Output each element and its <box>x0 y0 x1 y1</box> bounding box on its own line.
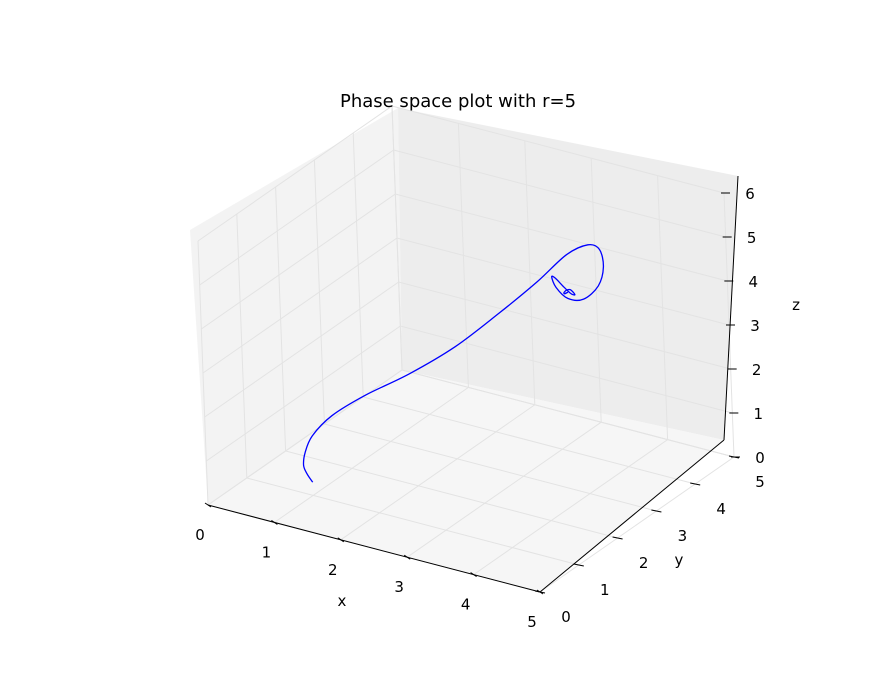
y-tick <box>573 563 584 567</box>
y-axis-label: y <box>675 551 684 569</box>
z-gridline <box>202 237 730 374</box>
back-pane <box>398 108 738 440</box>
y-tick <box>612 536 623 540</box>
z-tick-label: 2 <box>752 361 762 379</box>
z-tick-label: 6 <box>745 185 755 203</box>
tick-marks <box>204 192 740 595</box>
x-tick <box>271 519 278 525</box>
z-tick-label: 4 <box>749 273 759 291</box>
y-tick-label: 2 <box>639 554 649 572</box>
x-tick <box>204 502 212 508</box>
x-axis-label: x <box>338 592 347 610</box>
chart-title: Phase space plot with r=5 <box>340 91 576 112</box>
axis-lines <box>207 175 739 593</box>
floor-pane <box>208 370 724 592</box>
z-tick-label: 0 <box>755 449 765 467</box>
z-gridline <box>204 281 731 418</box>
y-tick <box>651 509 662 513</box>
y-tick-label: 0 <box>561 608 571 626</box>
x-tick <box>337 537 345 543</box>
x-tick-label: 1 <box>262 543 272 561</box>
axis-panes <box>190 108 738 592</box>
series-layer <box>302 243 605 483</box>
z-gridline <box>207 369 735 506</box>
x-tick <box>403 554 411 560</box>
z-axis-line <box>723 175 739 441</box>
x-axis-line <box>207 504 541 593</box>
z-gridline <box>197 105 725 242</box>
z-gridline <box>206 325 733 462</box>
y-tick-label: 3 <box>678 527 688 545</box>
z-tick-label: 1 <box>754 405 764 423</box>
trajectory-line <box>302 243 605 483</box>
z-gridline <box>199 149 726 286</box>
z-axis-label: z <box>792 296 800 314</box>
z-tick-label: 5 <box>747 229 757 247</box>
left-pane <box>190 108 402 505</box>
y-axis-line <box>539 439 725 593</box>
tick-labels: 0 1 2 3 4 5 0 1 2 3 4 5 0 1 2 3 4 5 6 <box>195 185 765 631</box>
y-tick <box>534 590 546 594</box>
y-tick-label: 1 <box>600 581 610 599</box>
x-tick-label: 3 <box>394 578 404 596</box>
x-tick <box>470 572 477 578</box>
x-tick-label: 4 <box>461 596 471 614</box>
x-tick-label: 0 <box>195 526 205 544</box>
y-tick-label: 4 <box>716 500 726 518</box>
y-tick-label: 5 <box>755 473 765 491</box>
y-tick <box>690 482 701 486</box>
x-tick-label: 5 <box>527 613 537 631</box>
z-tick-label: 3 <box>750 317 760 335</box>
x-tick-label: 2 <box>328 561 338 579</box>
z-gridline <box>201 193 728 330</box>
